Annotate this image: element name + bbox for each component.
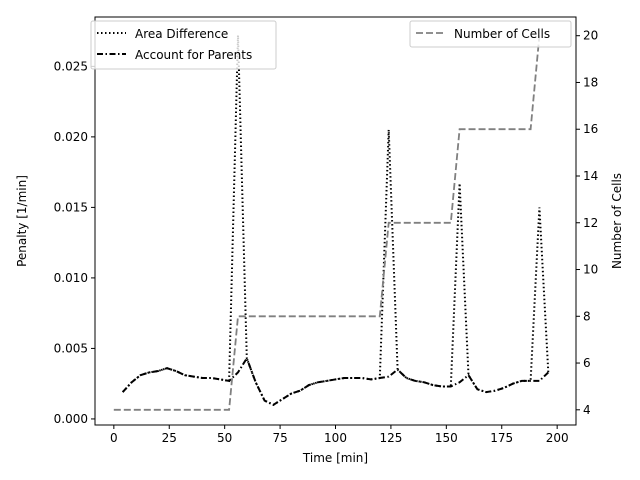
y-right-tick-label: 18 <box>583 75 598 89</box>
y-right-tick-label: 10 <box>583 263 598 277</box>
y-axis-left-label: Penalty [1/min] <box>15 175 29 267</box>
series-line-account-for-parents <box>121 356 549 406</box>
legend-right: Number of Cells <box>409 20 572 48</box>
x-tick-label: 175 <box>490 431 513 445</box>
y-right-tick-label: 20 <box>583 29 598 43</box>
y-left-tick-label: 0.010 <box>54 271 88 285</box>
y-axis-right-label: Number of Cells <box>610 173 624 269</box>
x-tick-label: 125 <box>379 431 402 445</box>
legend-label-number-of-cells: Number of Cells <box>454 27 550 41</box>
legend-label-area-difference: Area Difference <box>135 27 228 41</box>
y-right-tick-label: 6 <box>583 356 591 370</box>
x-tick-label: 75 <box>272 431 287 445</box>
y-right-tick-label: 14 <box>583 169 598 183</box>
y-right-tick-label: 4 <box>583 403 591 417</box>
legend-label-account-for-parents: Account for Parents <box>135 48 252 62</box>
series-layer <box>113 35 550 411</box>
x-tick-label: 25 <box>162 431 177 445</box>
legend-right-box <box>409 20 572 48</box>
y-left-tick-label: 0.015 <box>54 200 88 214</box>
y-right-tick-label: 12 <box>583 216 598 230</box>
y-left-tick-label: 0.025 <box>54 59 88 73</box>
x-tick-label: 150 <box>435 431 458 445</box>
legend-left-box <box>90 20 277 70</box>
x-tick-label: 100 <box>324 431 347 445</box>
y-right-tick-label: 16 <box>583 122 598 136</box>
series-line-number-of-cells <box>113 35 541 411</box>
x-tick-label: 200 <box>546 431 569 445</box>
y-right-tick-label: 8 <box>583 309 591 323</box>
legend-left: Area Difference Account for Parents <box>90 20 277 70</box>
x-tick-label: 50 <box>217 431 232 445</box>
x-axis-label: Time [min] <box>302 451 368 465</box>
y-left-tick-label: 0.000 <box>54 412 88 426</box>
axis-layer: 0 25 50 75 100 125 150 175 200 0.000 0.005 0.010 0.0… <box>54 29 599 445</box>
x-tick-label: 0 <box>110 431 118 445</box>
y-left-tick-label: 0.005 <box>54 341 88 355</box>
y-left-tick-label: 0.020 <box>54 130 88 144</box>
